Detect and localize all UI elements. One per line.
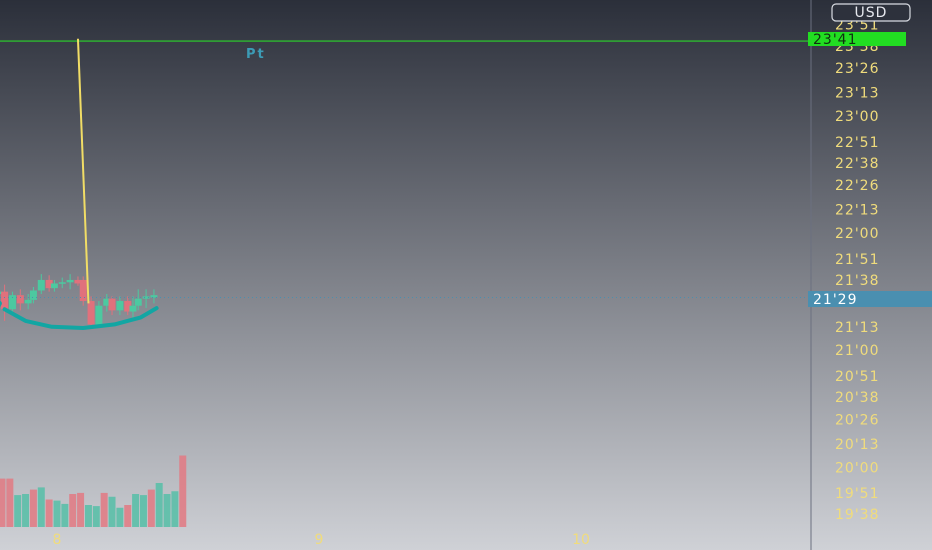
- volume-bar: [171, 491, 179, 527]
- volume-bar: [100, 492, 108, 527]
- price-tick-label: 20'13: [835, 437, 879, 453]
- candle: [74, 276, 82, 286]
- currency-badge[interactable]: USD: [831, 3, 911, 22]
- price-tick-label: 19'38: [835, 507, 879, 523]
- trend-line[interactable]: [76, 38, 90, 304]
- price-tick-label: 22'38: [835, 156, 879, 172]
- price-tick-label: 21'00: [835, 343, 879, 359]
- candle: [29, 286, 37, 304]
- candle: [129, 296, 137, 318]
- volume-bar: [155, 483, 163, 527]
- price-tick-label: 20'38: [835, 390, 879, 406]
- price-tick-label: 23'00: [835, 109, 879, 125]
- price-tick-label: 20'00: [835, 460, 879, 476]
- candle: [95, 301, 103, 327]
- annotation-label: Pt: [246, 47, 266, 62]
- alert-price-tag-label: 23'41: [813, 32, 857, 48]
- price-axis[interactable]: 23'5123'3823'2623'1323'0022'5122'3822'26…: [835, 18, 879, 523]
- price-tick-label: 23'13: [835, 86, 879, 102]
- candle: [108, 296, 116, 316]
- volume-bar: [14, 495, 22, 527]
- candle: [58, 277, 66, 289]
- candle: [116, 296, 124, 316]
- time-tick-label: 10: [572, 532, 590, 548]
- volume-bar: [163, 494, 171, 527]
- price-tick-label: 22'00: [835, 226, 879, 242]
- price-tick-label: 22'13: [835, 203, 879, 219]
- rounding-bottom-curve[interactable]: [2, 306, 159, 330]
- volume-bar: [124, 505, 132, 527]
- price-tick-label: 20'51: [835, 369, 879, 385]
- time-axis[interactable]: 8 9 10: [53, 532, 590, 548]
- time-tick-label: 9: [315, 532, 324, 548]
- volume-bar: [37, 487, 45, 527]
- price-tick-label: 21'13: [835, 320, 879, 336]
- price-tick-label: 22'51: [835, 135, 879, 151]
- alert-price-tag[interactable]: 23'41: [808, 32, 906, 48]
- volume-bar: [77, 492, 85, 527]
- volume-bar: [84, 505, 92, 527]
- candle: [8, 291, 16, 316]
- volume-bar: [147, 489, 155, 527]
- candle: [16, 289, 24, 311]
- volume-bar: [45, 499, 53, 527]
- price-tick-label: 21'51: [835, 252, 879, 268]
- time-tick-label: 8: [53, 532, 62, 548]
- candle: [66, 274, 74, 290]
- alert-price-tag-bg: [808, 32, 906, 46]
- price-tick-label: 23'51: [835, 18, 879, 34]
- candle: [45, 275, 53, 292]
- volume-bar: [53, 500, 61, 527]
- price-tick-label: 21'38: [835, 273, 879, 289]
- overlays: [0, 38, 808, 330]
- candles: [0, 274, 158, 330]
- candle: [37, 274, 45, 295]
- candle: [50, 279, 58, 292]
- volume-bars: [0, 455, 187, 527]
- candle: [150, 289, 158, 304]
- volume-bar: [132, 494, 140, 527]
- price-tick-label: 20'26: [835, 412, 879, 428]
- volume-bar: [179, 455, 187, 527]
- candle: [87, 296, 95, 330]
- volume-bar: [92, 506, 100, 527]
- price-tick-label: 19'51: [835, 486, 879, 502]
- current-price-tag-bg: [808, 291, 932, 307]
- volume-bar: [6, 478, 14, 527]
- volume-bar: [22, 494, 30, 527]
- volume-bar: [0, 478, 6, 527]
- current-price-tag-label: 21'29: [813, 292, 857, 308]
- candle: [24, 294, 32, 310]
- candle: [79, 276, 87, 306]
- volume-bar: [61, 503, 69, 527]
- price-tick-label: 23'26: [835, 61, 879, 77]
- candle: [142, 289, 150, 309]
- candle: [134, 289, 142, 311]
- volume-bar: [139, 495, 147, 527]
- candle: [124, 296, 132, 316]
- current-price-tag[interactable]: 21'29: [808, 291, 932, 308]
- currency-badge-label: USD: [855, 5, 888, 21]
- volume-bar: [108, 496, 116, 527]
- candle: [1, 284, 9, 321]
- candle: [103, 294, 111, 312]
- volume-bar: [69, 494, 77, 527]
- price-tick-label: 22'26: [835, 178, 879, 194]
- volume-bar: [29, 489, 37, 527]
- volume-bar: [116, 507, 124, 527]
